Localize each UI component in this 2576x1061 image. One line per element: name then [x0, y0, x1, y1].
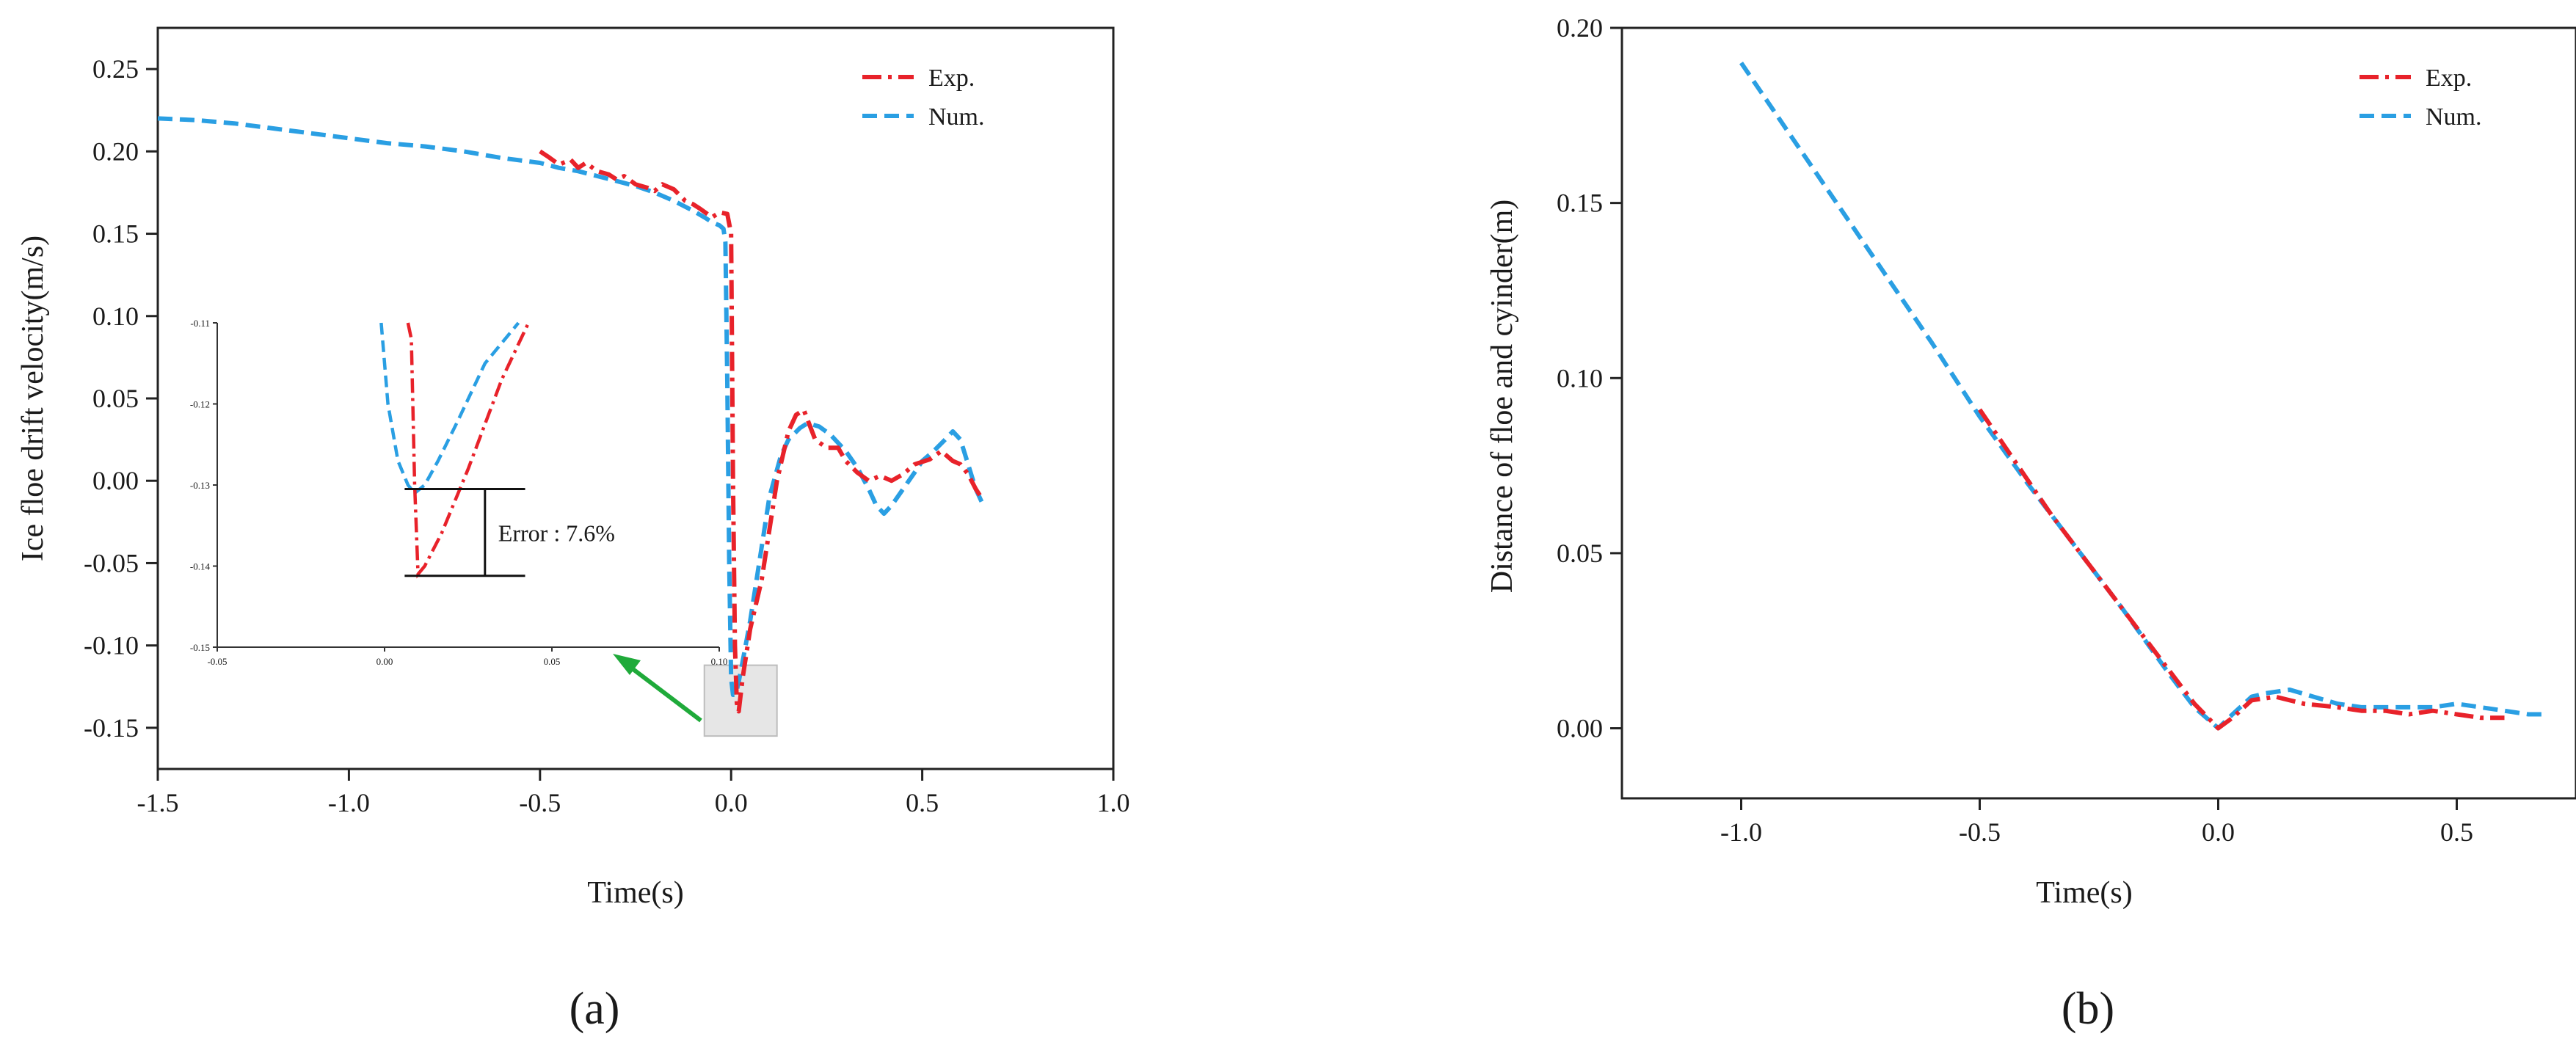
- zoom-arrow-head: [613, 654, 641, 675]
- inset-x-tick-label: 0.00: [376, 656, 393, 667]
- inset-series-exp-line: [406, 322, 531, 579]
- x-tick-label: -0.5: [519, 788, 561, 817]
- chart-b-legend: Exp. Num.: [2359, 65, 2482, 131]
- x-tick-label: 0.0: [2202, 817, 2235, 847]
- chart-a-inset: -0.05 0.00 0.05 0.10 -0.11 -0.12 -0.13 -0.14 -0.…: [190, 318, 727, 667]
- chart-a-xlabel: Time(s): [587, 876, 683, 910]
- y-tick-label: 0.25: [92, 54, 139, 84]
- inset-x-tick-label: 0.10: [711, 656, 728, 667]
- y-tick-label: 0.15: [92, 219, 139, 249]
- series-exp-line: [539, 149, 986, 714]
- chart-b-series: [1739, 62, 2543, 731]
- legend-exp-label: Exp.: [2426, 65, 2472, 92]
- x-tick-label: -1.0: [328, 788, 370, 817]
- series-num-line: [1739, 62, 2543, 731]
- chart-b-xlabel: Time(s): [2036, 876, 2132, 910]
- y-tick-label: -0.05: [84, 548, 139, 577]
- y-tick-label: 0.00: [1557, 714, 1603, 743]
- chart-a-ylabel: Ice floe drift velocity(m/s): [16, 236, 50, 561]
- y-tick-label: 0.20: [92, 136, 139, 166]
- chart-b-ylabel: Distance of floe and cyinder(m): [1485, 200, 1519, 593]
- chart-a-ticks: -1.5 -1.0 -0.5 0.0 0.5 1.0 -0.15 -0.10 -0.05 0.00…: [84, 54, 1130, 817]
- inset-series-num-line: [379, 321, 520, 496]
- y-tick-label: -0.15: [84, 713, 139, 743]
- y-tick-label: 0.05: [92, 384, 139, 413]
- inset-y-tick-label: -0.14: [190, 561, 211, 572]
- chart-panel-b: -1.0 -0.5 0.0 0.5 0.00 0.05 0.10 0.15 0.20 Exp. …: [1485, 13, 2576, 1034]
- y-tick-label: 0.05: [1557, 539, 1603, 568]
- inset-y-tick-label: -0.12: [190, 399, 210, 410]
- zoom-arrow-line: [624, 661, 702, 723]
- chart-a-series: [157, 116, 986, 714]
- chart-a-zoom-arrow: [613, 654, 702, 723]
- x-tick-label: 0.5: [2440, 817, 2473, 847]
- inset-x-tick-label: 0.05: [544, 656, 561, 667]
- x-tick-label: 0.0: [715, 788, 748, 817]
- x-tick-label: 0.5: [906, 788, 939, 817]
- inset-y-tick-label: -0.13: [190, 480, 210, 491]
- chart-panel-a: -1.5 -1.0 -0.5 0.0 0.5 1.0 -0.15 -0.10 -0.05 0.00…: [16, 26, 1130, 1034]
- chart-a-plot-frame: [156, 26, 1115, 770]
- x-tick-label: -0.5: [1959, 817, 2001, 847]
- inset-x-tick-label: -0.05: [207, 656, 227, 667]
- y-tick-label: -0.10: [84, 631, 139, 660]
- y-tick-label: 0.10: [1557, 363, 1603, 393]
- panel-label-b: (b): [2062, 984, 2114, 1034]
- error-annotation-label: Error : 7.6%: [498, 520, 615, 547]
- chart-b-plot-frame: [1620, 26, 2576, 800]
- panel-label-a: (a): [570, 984, 620, 1034]
- inset-y-tick-label: -0.15: [190, 642, 210, 653]
- legend-num-label: Num.: [2426, 103, 2482, 131]
- x-tick-label: -1.0: [1720, 817, 1762, 847]
- y-tick-label: 0.15: [1557, 189, 1603, 218]
- x-tick-label: -1.5: [137, 788, 179, 817]
- legend-num-label: Num.: [928, 103, 985, 131]
- chart-a-legend: Exp. Num.: [862, 65, 985, 131]
- y-tick-label: 0.20: [1557, 13, 1603, 43]
- y-tick-label: 0.00: [92, 466, 139, 495]
- chart-b-ticks: -1.0 -0.5 0.0 0.5 0.00 0.05 0.10 0.15 0.20: [1557, 13, 2473, 847]
- x-tick-label: 1.0: [1097, 788, 1130, 817]
- series-num-line: [157, 116, 986, 697]
- series-exp-line: [1978, 408, 2505, 731]
- inset-y-tick-label: -0.11: [190, 318, 210, 329]
- y-tick-label: 0.10: [92, 302, 139, 331]
- legend-exp-label: Exp.: [928, 65, 975, 92]
